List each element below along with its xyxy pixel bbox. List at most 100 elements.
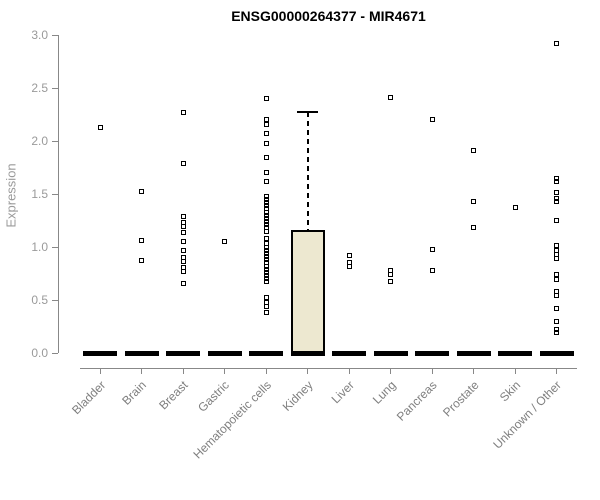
y-tick xyxy=(52,87,58,89)
category-label: Liver xyxy=(328,378,357,407)
data-point xyxy=(554,330,559,336)
x-tick xyxy=(431,368,433,374)
data-point xyxy=(263,121,269,127)
median-bar xyxy=(83,350,117,356)
data-point xyxy=(263,155,269,161)
data-point xyxy=(554,190,559,196)
x-tick xyxy=(556,368,557,374)
data-point xyxy=(263,303,269,309)
median-bar xyxy=(290,350,325,356)
y-tick xyxy=(52,352,58,354)
data-point xyxy=(180,160,186,166)
x-tick xyxy=(348,368,350,374)
x-tick xyxy=(99,368,101,374)
data-point xyxy=(263,178,269,184)
y-tick xyxy=(52,34,58,36)
data-point xyxy=(346,260,352,266)
x-tick xyxy=(307,368,308,374)
data-point xyxy=(429,246,435,252)
data-point xyxy=(180,247,186,253)
y-tick-label: 1.5 xyxy=(31,187,48,201)
data-point xyxy=(554,327,559,333)
data-point xyxy=(263,203,269,209)
data-point xyxy=(388,279,393,285)
category-label: Bladder xyxy=(68,378,108,418)
data-point xyxy=(263,269,269,275)
median-bar xyxy=(166,350,200,356)
y-tick xyxy=(52,299,58,301)
median-bar xyxy=(207,350,242,356)
data-point xyxy=(554,256,559,262)
data-point xyxy=(263,206,269,212)
data-point xyxy=(263,241,269,247)
data-point xyxy=(263,236,269,242)
data-point xyxy=(554,178,559,184)
data-point xyxy=(180,239,186,245)
data-point xyxy=(139,189,144,195)
data-point xyxy=(554,305,559,311)
data-point xyxy=(263,225,269,231)
data-point xyxy=(263,96,269,102)
median-bar xyxy=(539,350,574,356)
median-bar xyxy=(498,350,532,356)
y-tick xyxy=(52,193,58,195)
data-point xyxy=(222,239,227,245)
data-point xyxy=(263,219,269,225)
data-point xyxy=(180,259,186,265)
median-bar xyxy=(456,350,491,356)
median-bar xyxy=(249,350,283,356)
data-point xyxy=(554,293,559,299)
data-point xyxy=(388,272,393,278)
chart-title: ENSG00000264377 - MIR4671 xyxy=(231,8,426,24)
data-point xyxy=(263,131,269,137)
category-label: Gastric xyxy=(195,378,233,415)
x-tick xyxy=(514,368,516,374)
category-label: Skin xyxy=(496,378,523,405)
category-label: Lung xyxy=(369,378,399,407)
data-point xyxy=(429,117,435,123)
x-axis-line xyxy=(80,368,577,369)
y-tick-label: 3.0 xyxy=(31,28,48,42)
data-point xyxy=(139,258,144,264)
data-point xyxy=(554,218,559,223)
x-tick xyxy=(390,368,391,374)
x-tick xyxy=(473,368,474,374)
data-point xyxy=(180,224,186,230)
y-tick xyxy=(52,140,58,142)
data-point xyxy=(263,196,269,202)
data-point xyxy=(471,148,476,154)
data-point xyxy=(346,263,352,269)
y-tick xyxy=(52,246,58,248)
data-point xyxy=(554,175,559,181)
data-point xyxy=(263,260,269,266)
y-axis-line xyxy=(58,35,59,353)
data-point xyxy=(554,318,559,324)
data-point xyxy=(263,247,269,253)
data-point xyxy=(263,273,269,279)
x-tick xyxy=(141,368,142,374)
data-point xyxy=(346,252,352,258)
data-point xyxy=(263,266,269,272)
data-point xyxy=(554,198,559,204)
data-point xyxy=(554,272,559,278)
data-point xyxy=(263,209,269,215)
y-tick-label: 0.0 xyxy=(31,346,48,360)
box-iqr xyxy=(290,230,325,353)
data-point xyxy=(263,199,269,205)
data-point xyxy=(263,263,269,269)
y-tick-label: 2.0 xyxy=(31,134,48,148)
data-point xyxy=(263,244,269,250)
y-tick-label: 1.0 xyxy=(31,240,48,254)
data-point xyxy=(263,215,269,221)
data-point xyxy=(263,250,269,256)
data-point xyxy=(263,212,269,218)
data-point xyxy=(471,225,476,231)
y-tick-label: 2.5 xyxy=(31,81,48,95)
data-point xyxy=(263,254,269,260)
data-point xyxy=(180,213,186,219)
category-label: Pancreas xyxy=(394,378,440,424)
data-point xyxy=(263,193,269,199)
whisker-line xyxy=(306,112,309,231)
category-label: Kidney xyxy=(279,378,316,414)
